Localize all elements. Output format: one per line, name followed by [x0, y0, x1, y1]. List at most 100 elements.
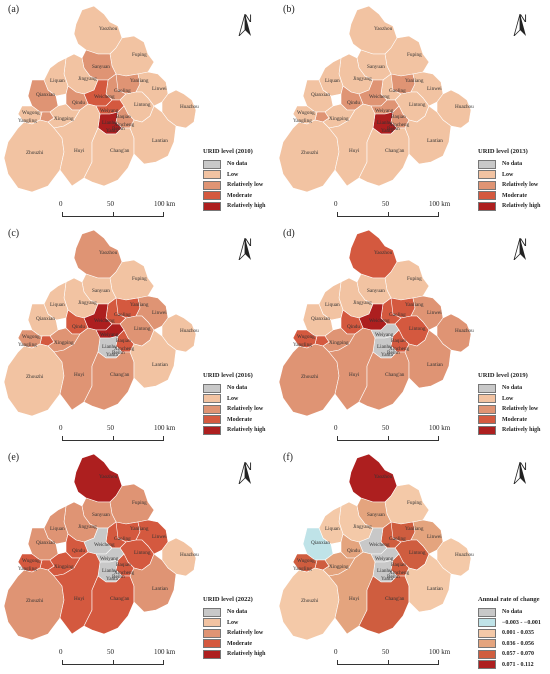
- place-label-beilin: Beilin: [387, 574, 400, 580]
- place-label-yangling: Yangling: [293, 342, 312, 348]
- panel-label: (c): [8, 228, 20, 239]
- legend-label: Relatively high: [502, 203, 541, 210]
- place-label-huyi: Huyi: [349, 596, 360, 602]
- legend-item: Relatively low: [203, 628, 275, 639]
- place-label-linwei: Linwei: [152, 86, 167, 92]
- place-label-yaozhou: Yaozhou: [99, 26, 118, 32]
- place-label-yangling: Yangling: [18, 566, 37, 572]
- map-svg: Yaozhou Fuping Sanyuan Yanliang Jingyang Liqu…: [278, 5, 474, 193]
- region-changan: [358, 127, 410, 187]
- map-panel-d: Yaozhou Fuping Sanyuan Yanliang Jingyang Liqu…: [277, 226, 547, 446]
- place-label-xincheng: Xincheng: [114, 122, 135, 128]
- panel-label: (e): [8, 452, 20, 463]
- scale-bar: 0 50 100 km: [333, 422, 463, 444]
- place-label-weicheng: Weicheng: [369, 318, 390, 324]
- place-label-yanliang: Yanliang: [405, 302, 424, 308]
- place-label-linwei: Linwei: [427, 534, 442, 540]
- place-label-yanta: Yanta: [106, 352, 119, 358]
- place-label-lantian: Lantian: [152, 138, 168, 144]
- place-label-beilin: Beilin: [112, 126, 125, 132]
- place-label-yanliang: Yanliang: [405, 526, 424, 532]
- place-label-jingyang: Jingyang: [78, 76, 97, 82]
- place-label-xingping: Xingping: [329, 340, 349, 346]
- scale-bar: 0 50 100 km: [58, 422, 188, 444]
- place-label-baqiao: Baqiao: [391, 338, 406, 344]
- place-label-baqiao: Baqiao: [116, 114, 131, 120]
- place-label-liquan: Liquan: [325, 302, 340, 308]
- map-svg: Yaozhou Fuping Sanyuan Yanliang Jingyang Liqu…: [3, 453, 199, 641]
- region-changan: [83, 127, 135, 187]
- north-arrow-icon: N: [238, 462, 258, 496]
- legend-label: No data: [502, 385, 523, 392]
- legend-swatch: [478, 649, 496, 659]
- place-label-xingping: Xingping: [329, 116, 349, 122]
- place-label-lintong: Lintong: [409, 102, 426, 108]
- region-lantian: [129, 553, 177, 613]
- region-changan: [83, 575, 135, 635]
- place-label-sanyuan: Sanyuan: [92, 64, 110, 70]
- region-zhouzhi: [278, 567, 340, 641]
- place-label-lintong: Lintong: [134, 550, 151, 556]
- legend-item: No data: [203, 607, 275, 618]
- place-label-gaoling: Gaoling: [389, 536, 406, 542]
- region-lantian: [404, 329, 452, 389]
- place-label-lantian: Lantian: [152, 586, 168, 592]
- place-label-wugong: Wugong: [22, 558, 40, 564]
- legend-item: 0.057 - 0.070: [478, 649, 550, 660]
- legend-label: 0.057 - 0.070: [502, 651, 534, 658]
- place-label-weicheng: Weicheng: [369, 542, 390, 548]
- legend-label: Low: [227, 395, 239, 402]
- place-label-weicheng: Weicheng: [94, 94, 115, 100]
- place-label-yangling: Yangling: [18, 118, 37, 124]
- scale-line: [337, 660, 439, 665]
- place-label-qindu: Qindu: [347, 548, 360, 554]
- map-svg: Yaozhou Fuping Sanyuan Yanliang Jingyang Liqu…: [278, 453, 474, 641]
- legend-item: No data: [478, 383, 550, 394]
- place-label-beilin: Beilin: [112, 350, 125, 356]
- scale-label-50: 50: [107, 648, 114, 656]
- map-legend: URID level (2010) No data Low Relatively l…: [203, 148, 275, 212]
- place-label-zhouzhi: Zhouzhi: [26, 374, 44, 380]
- place-label-baqiao: Baqiao: [391, 562, 406, 568]
- region-zhouzhi: [3, 567, 65, 641]
- place-label-lantian: Lantian: [427, 138, 443, 144]
- place-label-weicheng: Weicheng: [94, 318, 115, 324]
- legend-title: Annual rate of change: [478, 596, 540, 603]
- place-label-yanta: Yanta: [106, 128, 119, 134]
- legend-label: Relatively high: [227, 427, 266, 434]
- legend-swatch: [478, 425, 496, 435]
- place-label-yanliang: Yanliang: [405, 78, 424, 84]
- place-label-huyi: Huyi: [349, 148, 360, 154]
- place-label-huyi: Huyi: [74, 372, 85, 378]
- place-label-yaozhou: Yaozhou: [374, 250, 393, 256]
- place-label-lantian: Lantian: [427, 586, 443, 592]
- north-arrow-icon: N: [238, 238, 258, 272]
- place-label-wugong: Wugong: [22, 334, 40, 340]
- legend-item: Relatively high: [203, 425, 275, 436]
- scale-label-100: 100 km: [429, 424, 451, 432]
- north-label: N: [244, 13, 252, 25]
- place-label-jingyang: Jingyang: [353, 76, 372, 82]
- legend-item: Moderate: [478, 191, 550, 202]
- arrow-icon: [513, 238, 526, 260]
- place-label-weiyang: Weiyang: [375, 556, 394, 562]
- place-label-wugong: Wugong: [297, 110, 315, 116]
- scale-line: [62, 436, 164, 441]
- legend-swatch: [203, 394, 221, 404]
- place-label-liquan: Liquan: [50, 302, 65, 308]
- legend-item: No data: [478, 607, 550, 618]
- legend-item: 0.036 - 0.056: [478, 639, 550, 650]
- place-label-wugong: Wugong: [297, 558, 315, 564]
- scale-label-0: 0: [334, 200, 338, 208]
- place-label-lianhu: Lianhu: [377, 344, 392, 350]
- region-changan: [83, 351, 135, 411]
- region-linwei: [135, 519, 169, 555]
- place-label-xincheng: Xincheng: [114, 346, 135, 352]
- north-arrow-icon: N: [513, 238, 533, 272]
- legend-item: Relatively high: [478, 201, 550, 212]
- map-panel-e: Yaozhou Fuping Sanyuan Yanliang Jingyang Liqu…: [2, 450, 272, 670]
- place-label-linwei: Linwei: [152, 534, 167, 540]
- legend-item: 0.071 - 0.112: [478, 660, 550, 671]
- legend-item: 0.001 - 0.035: [478, 628, 550, 639]
- legend-swatch: [203, 618, 221, 628]
